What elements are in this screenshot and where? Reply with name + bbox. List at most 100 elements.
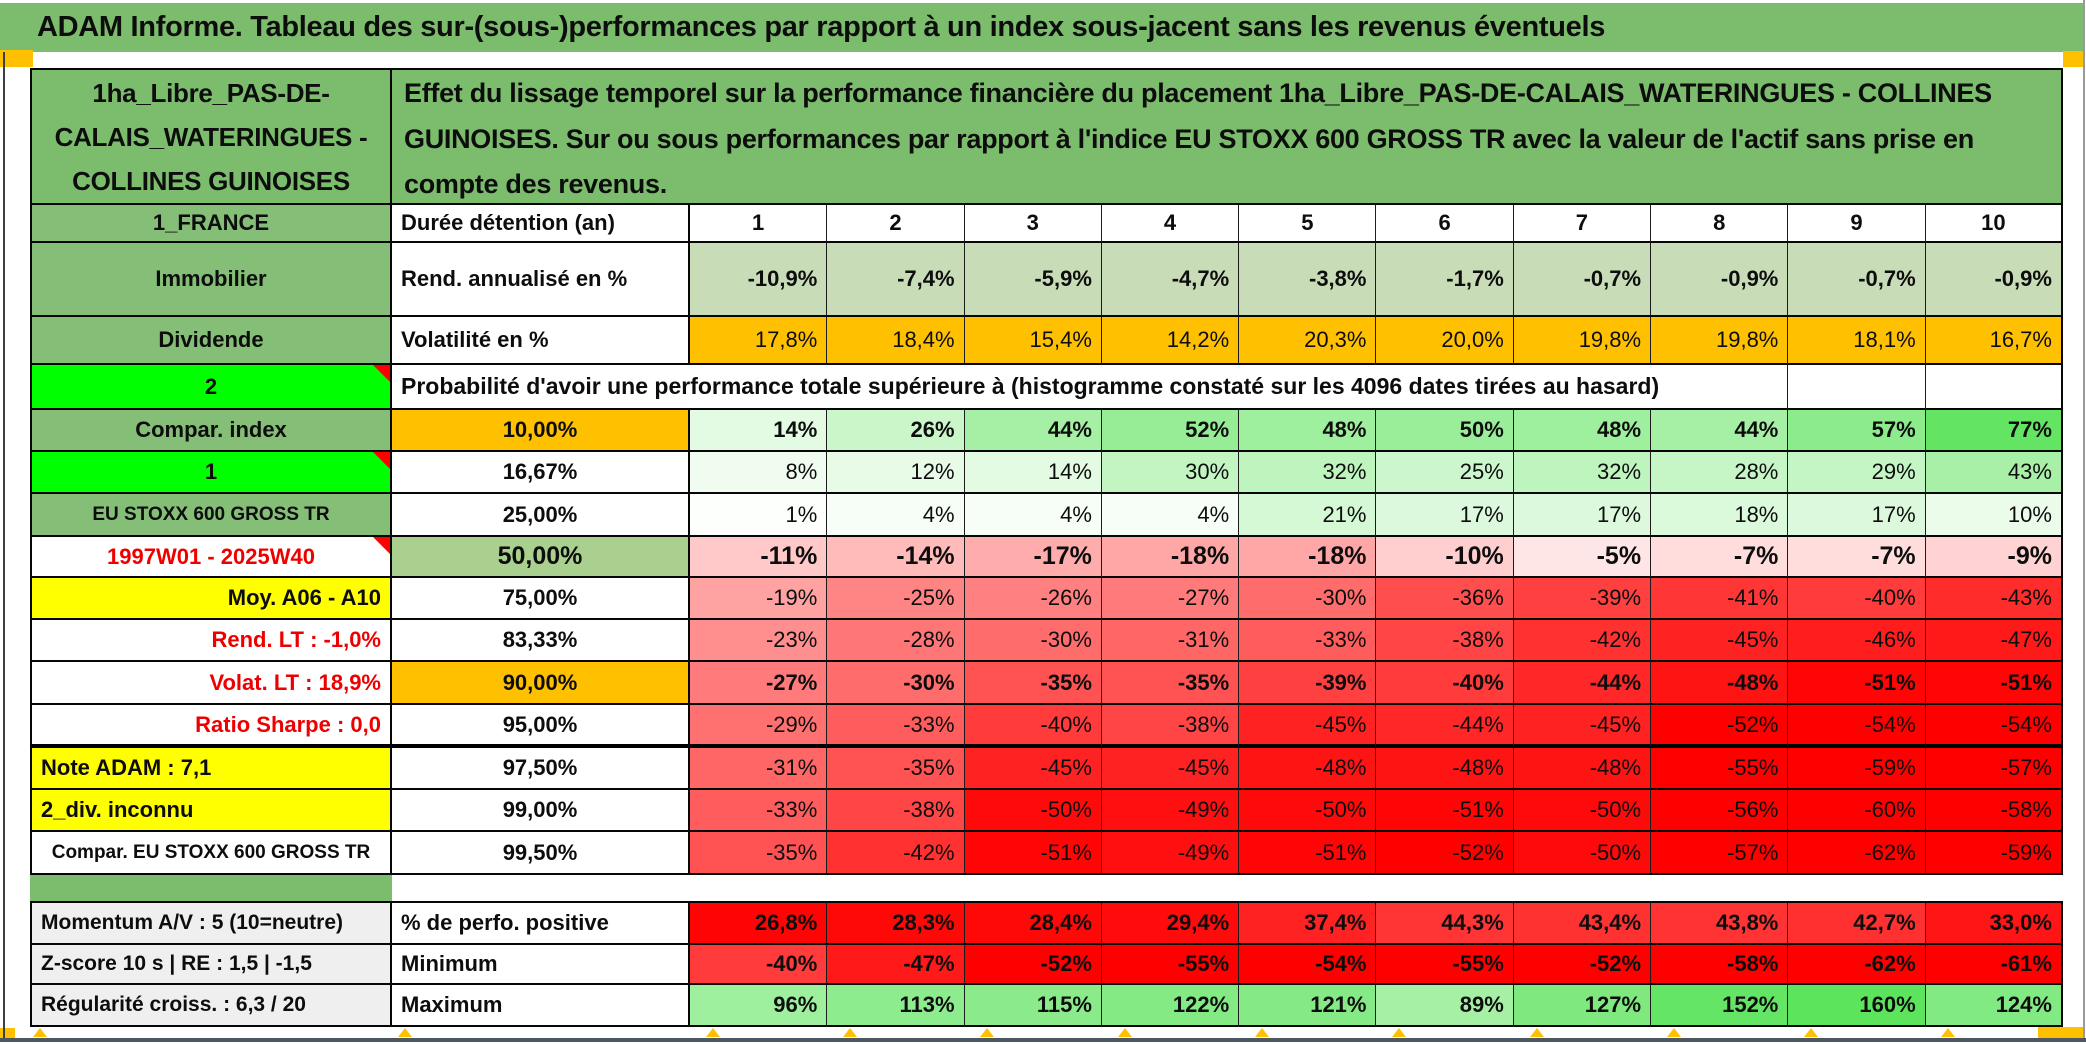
metric-label[interactable]: Rend. annualisé en % <box>392 243 690 317</box>
value-cell[interactable]: 12% <box>827 452 965 494</box>
value-cell[interactable]: -51% <box>1376 790 1514 832</box>
value-cell[interactable]: -51% <box>1788 662 1926 705</box>
report-title-cell[interactable]: ADAM Informe. Tableau des sur-(sous-)per… <box>0 3 2083 52</box>
value-cell[interactable]: -26% <box>964 578 1102 620</box>
value-cell[interactable]: 10% <box>1925 494 2063 537</box>
value-cell[interactable]: -10% <box>1376 537 1514 578</box>
value-cell[interactable]: -45% <box>1651 620 1789 662</box>
value-cell[interactable]: 124% <box>1925 985 2063 1027</box>
metric-label[interactable]: % de perfo. positive <box>392 903 690 945</box>
value-cell[interactable]: -39% <box>1239 662 1377 705</box>
value-cell[interactable]: 17% <box>1513 494 1652 537</box>
row-label[interactable]: EU STOXX 600 GROSS TR <box>30 494 392 537</box>
value-cell[interactable]: 113% <box>827 985 965 1027</box>
value-cell[interactable]: -50% <box>1513 790 1652 832</box>
value-cell[interactable]: -33% <box>1239 620 1377 662</box>
value-cell[interactable]: -57% <box>1651 832 1789 875</box>
value-cell[interactable]: -7% <box>1788 537 1926 578</box>
row-label[interactable]: Z-score 10 s | RE : 1,5 | -1,5 <box>30 945 392 985</box>
value-cell[interactable]: -59% <box>1925 832 2063 875</box>
value-cell[interactable]: 26% <box>827 410 965 452</box>
value-cell[interactable]: -0,9% <box>1651 243 1789 317</box>
value-cell[interactable]: 42,7% <box>1788 903 1926 945</box>
value-cell[interactable]: -61% <box>1925 945 2063 985</box>
value-cell[interactable]: -38% <box>1376 620 1514 662</box>
value-cell[interactable]: -40% <box>690 945 828 985</box>
value-cell[interactable]: -38% <box>827 790 965 832</box>
value-cell[interactable]: 52% <box>1101 410 1240 452</box>
value-cell[interactable]: 16,7% <box>1925 317 2063 365</box>
row-label[interactable]: Compar. index <box>30 410 392 452</box>
value-cell[interactable]: -19% <box>690 578 828 620</box>
value-cell[interactable]: -47% <box>827 945 965 985</box>
value-cell[interactable]: -40% <box>1788 578 1926 620</box>
value-cell[interactable]: 4% <box>1101 494 1240 537</box>
row-label[interactable]: 1 <box>30 452 392 494</box>
value-cell[interactable]: -18% <box>1101 537 1240 578</box>
value-cell[interactable]: 25% <box>1376 452 1514 494</box>
value-cell[interactable]: 44% <box>1651 410 1789 452</box>
value-cell[interactable]: -31% <box>690 748 828 790</box>
value-cell[interactable]: -23% <box>690 620 828 662</box>
value-cell[interactable]: 44% <box>964 410 1102 452</box>
value-cell[interactable]: 44,3% <box>1376 903 1514 945</box>
value-cell[interactable]: 32% <box>1513 452 1652 494</box>
metric-label[interactable]: 25,00% <box>392 494 690 537</box>
value-cell[interactable]: -54% <box>1925 705 2063 748</box>
value-cell[interactable]: 14,2% <box>1101 317 1240 365</box>
value-cell[interactable]: -58% <box>1925 790 2063 832</box>
value-cell[interactable]: -52% <box>1651 705 1789 748</box>
value-cell[interactable]: -7,4% <box>827 243 965 317</box>
row-label[interactable]: Immobilier <box>30 243 392 317</box>
probability-header[interactable]: Probabilité d'avoir une performance tota… <box>392 365 1789 410</box>
value-cell[interactable]: 32% <box>1239 452 1377 494</box>
value-cell[interactable]: -0,7% <box>1513 243 1652 317</box>
row-label[interactable]: 1_FRANCE <box>30 205 392 243</box>
row-label[interactable]: 1997W01 - 2025W40 <box>30 537 392 578</box>
value-cell[interactable]: -31% <box>1101 620 1240 662</box>
value-cell[interactable]: 29% <box>1788 452 1926 494</box>
value-cell[interactable]: -5% <box>1513 537 1652 578</box>
metric-label[interactable]: 99,50% <box>392 832 690 875</box>
value-cell[interactable]: -25% <box>827 578 965 620</box>
metric-label[interactable]: 10,00% <box>392 410 690 452</box>
value-cell[interactable]: -14% <box>827 537 965 578</box>
value-cell[interactable]: -33% <box>827 705 965 748</box>
value-cell[interactable]: 20,3% <box>1239 317 1377 365</box>
value-cell[interactable]: -56% <box>1651 790 1789 832</box>
metric-label[interactable]: 90,00% <box>392 662 690 705</box>
column-header[interactable]: 2 <box>827 205 965 243</box>
value-cell[interactable]: -50% <box>1239 790 1377 832</box>
value-cell[interactable]: -35% <box>827 748 965 790</box>
table-description[interactable]: Effet du lissage temporel sur la perform… <box>392 68 2063 205</box>
value-cell[interactable]: 19,8% <box>1651 317 1789 365</box>
value-cell[interactable]: 18,4% <box>827 317 965 365</box>
value-cell[interactable]: -44% <box>1513 662 1652 705</box>
value-cell[interactable]: 77% <box>1925 410 2063 452</box>
value-cell[interactable]: 121% <box>1239 985 1377 1027</box>
value-cell[interactable]: -51% <box>1925 662 2063 705</box>
value-cell[interactable]: 18% <box>1651 494 1789 537</box>
value-cell[interactable]: 17% <box>1788 494 1926 537</box>
value-cell[interactable]: 30% <box>1101 452 1240 494</box>
value-cell[interactable]: -55% <box>1101 945 1240 985</box>
value-cell[interactable]: -41% <box>1651 578 1789 620</box>
value-cell[interactable]: -50% <box>964 790 1102 832</box>
value-cell[interactable]: -44% <box>1376 705 1514 748</box>
value-cell[interactable]: -48% <box>1513 748 1652 790</box>
value-cell[interactable]: -48% <box>1239 748 1377 790</box>
column-header[interactable]: 9 <box>1788 205 1926 243</box>
value-cell[interactable]: -18% <box>1239 537 1377 578</box>
value-cell[interactable]: 96% <box>690 985 828 1027</box>
value-cell[interactable]: 28,3% <box>827 903 965 945</box>
value-cell[interactable]: 14% <box>964 452 1102 494</box>
row-label[interactable]: 2 <box>30 365 392 410</box>
value-cell[interactable]: -30% <box>827 662 965 705</box>
value-cell[interactable]: 29,4% <box>1101 903 1240 945</box>
value-cell[interactable]: -27% <box>1101 578 1240 620</box>
value-cell[interactable]: -27% <box>690 662 828 705</box>
column-header[interactable]: 7 <box>1513 205 1652 243</box>
value-cell[interactable]: -47% <box>1925 620 2063 662</box>
value-cell[interactable]: -45% <box>1239 705 1377 748</box>
value-cell[interactable]: 8% <box>690 452 828 494</box>
